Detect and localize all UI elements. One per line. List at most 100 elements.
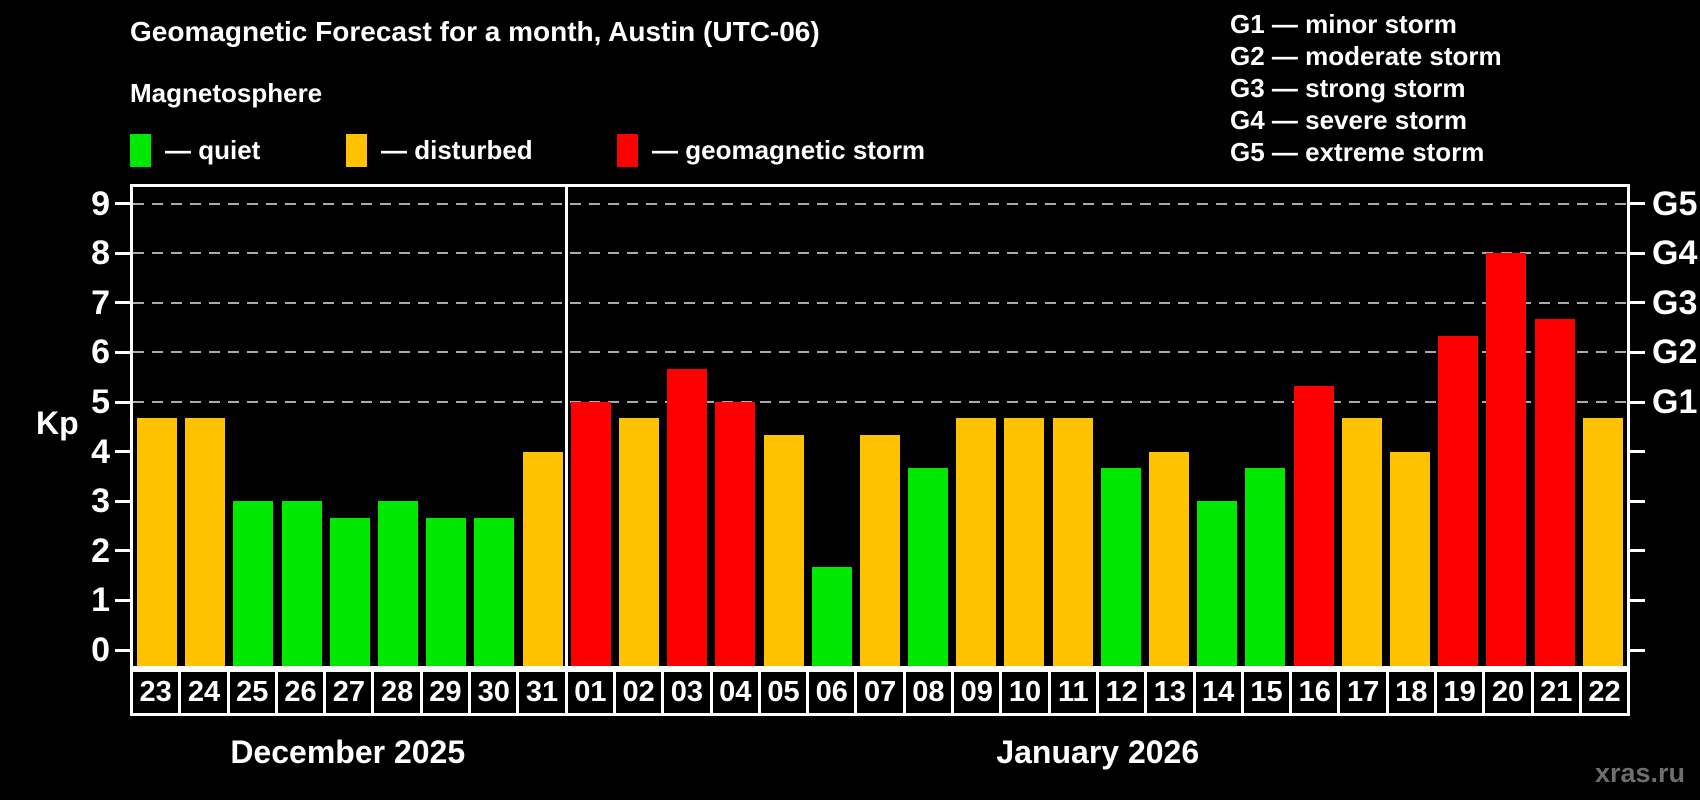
bars-row [133,187,1627,666]
bar-slot-day-22 [1579,187,1627,666]
g-axis-label-g1: G1 [1652,383,1698,421]
day-label-09: 09 [951,669,1003,716]
bar-slot-day-07 [856,187,904,666]
bar-day-04-storm [715,402,756,666]
storm-scale-line-g5: G5 — extreme storm [1230,137,1485,167]
day-label-08: 08 [902,669,955,716]
bar-slot-day-03 [663,187,711,666]
watermark: xras.ru [1594,758,1685,788]
g-axis-label-g2: G2 [1652,333,1698,372]
g-axis-tick-3 [1630,499,1645,503]
day-label-03: 03 [661,669,713,716]
day-label-05: 05 [757,669,810,716]
bar-day-07-disturbed [859,435,900,666]
bar-slot-day-17 [1338,187,1386,666]
bar-slot-day-15 [1241,187,1289,666]
y-axis-title: Kp [36,405,79,441]
kp-axis-tick-9 [115,202,130,206]
day-label-30: 30 [468,669,520,716]
bar-slot-day-30 [470,187,518,666]
bar-day-30-quiet [474,517,515,666]
kp-axis-label-3: 3 [91,482,110,521]
day-label-17: 17 [1337,669,1389,716]
bar-day-08-quiet [908,467,949,666]
bar-day-03-storm [667,368,708,666]
kp-axis-tick-8 [115,251,130,255]
bar-day-15-quiet [1245,467,1286,666]
bar-slot-day-09 [952,187,1000,666]
bar-slot-day-31 [519,187,567,666]
bar-slot-day-29 [422,187,470,666]
kp-axis-tick-2 [115,549,130,553]
kp-axis-tick-1 [115,598,130,602]
bar-slot-day-12 [1097,187,1145,666]
bar-day-20-storm [1486,253,1527,666]
kp-axis-label-6: 6 [91,333,110,372]
bar-day-16-storm [1293,385,1334,666]
bar-slot-day-01 [567,187,615,666]
legend-item-storm: — geomagnetic storm [617,133,925,167]
page-title: Geomagnetic Forecast for a month, Austin… [130,16,820,47]
day-label-10: 10 [999,669,1051,716]
bar-slot-day-24 [181,187,229,666]
bar-slot-day-14 [1193,187,1241,666]
g-axis-tick-0 [1630,648,1645,652]
bar-slot-day-08 [904,187,952,666]
bar-day-24-disturbed [185,418,226,666]
kp-axis-label-9: 9 [91,184,110,223]
legend-item-disturbed: — disturbed [346,133,533,167]
month-label-december: December 2025 [230,734,466,770]
day-label-27: 27 [323,669,375,716]
kp-axis-label-1: 1 [91,581,110,620]
kp-axis-label-2: 2 [91,531,110,570]
bar-slot-day-10 [1000,187,1048,666]
bar-day-02-disturbed [618,418,659,666]
day-label-28: 28 [371,669,423,716]
bar-day-17-disturbed [1341,418,1382,666]
gridline-kp-7 [133,301,1627,304]
kp-axis-tick-4 [115,450,130,454]
bar-slot-day-06 [808,187,856,666]
day-label-01: 01 [564,669,616,716]
day-label-24: 24 [178,669,230,716]
g-axis-tick-8 [1630,251,1645,255]
legend-label-quiet: — quiet [165,134,261,165]
g-axis-label-g3: G3 [1652,283,1698,322]
g-axis-tick-9 [1630,202,1645,206]
bar-slot-day-26 [278,187,326,666]
legend-item-quiet: — quiet [130,133,260,167]
day-label-11: 11 [1047,669,1099,716]
day-label-23: 23 [130,669,182,716]
bar-day-14-quiet [1197,501,1238,666]
bar-day-31-disturbed [522,451,563,666]
day-label-07: 07 [854,669,906,716]
kp-axis-tick-5 [115,400,130,404]
g-axis-label-g5: G5 [1652,184,1698,223]
bar-slot-day-13 [1145,187,1193,666]
kp-axis-tick-3 [115,499,130,503]
bar-day-13-disturbed [1149,451,1190,666]
day-label-26: 26 [274,669,327,716]
gridline-kp-9 [133,202,1627,205]
chart-subtitle: Magnetosphere [130,78,323,108]
plot-area [130,184,1630,669]
day-label-19: 19 [1434,669,1486,716]
bar-day-01-storm [570,402,611,666]
storm-color-swatch [617,133,638,167]
bar-day-27-quiet [329,517,370,666]
storm-scale-line-g3: G3 — strong storm [1230,73,1466,103]
bar-slot-day-21 [1530,187,1578,666]
bar-slot-day-27 [326,187,374,666]
bar-slot-day-23 [133,187,181,666]
day-label-06: 06 [806,669,858,716]
day-label-12: 12 [1095,669,1148,716]
bar-day-23-disturbed [137,418,178,666]
g-axis-label-g4: G4 [1652,234,1698,273]
kp-axis-tick-0 [115,648,130,652]
bar-day-11-disturbed [1052,418,1093,666]
storm-scale-legend: G1 — minor storm G2 — moderate storm G3 — … [1230,8,1502,168]
month-separator-line [565,187,569,666]
bar-day-05-disturbed [763,435,804,666]
g-axis-tick-1 [1630,598,1645,602]
bar-slot-day-02 [615,187,663,666]
